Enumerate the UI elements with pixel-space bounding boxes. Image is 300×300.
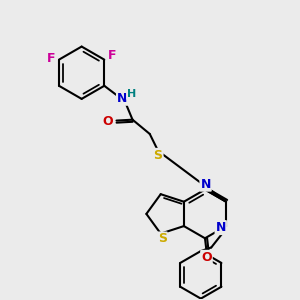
Text: O: O [201,251,212,264]
Text: S: S [158,232,167,245]
Text: F: F [108,49,117,62]
Text: N: N [117,92,127,105]
Text: H: H [127,89,136,99]
Text: O: O [103,115,113,128]
Text: S: S [154,149,163,162]
Text: N: N [200,178,211,191]
Text: N: N [216,221,226,234]
Text: F: F [46,52,55,65]
